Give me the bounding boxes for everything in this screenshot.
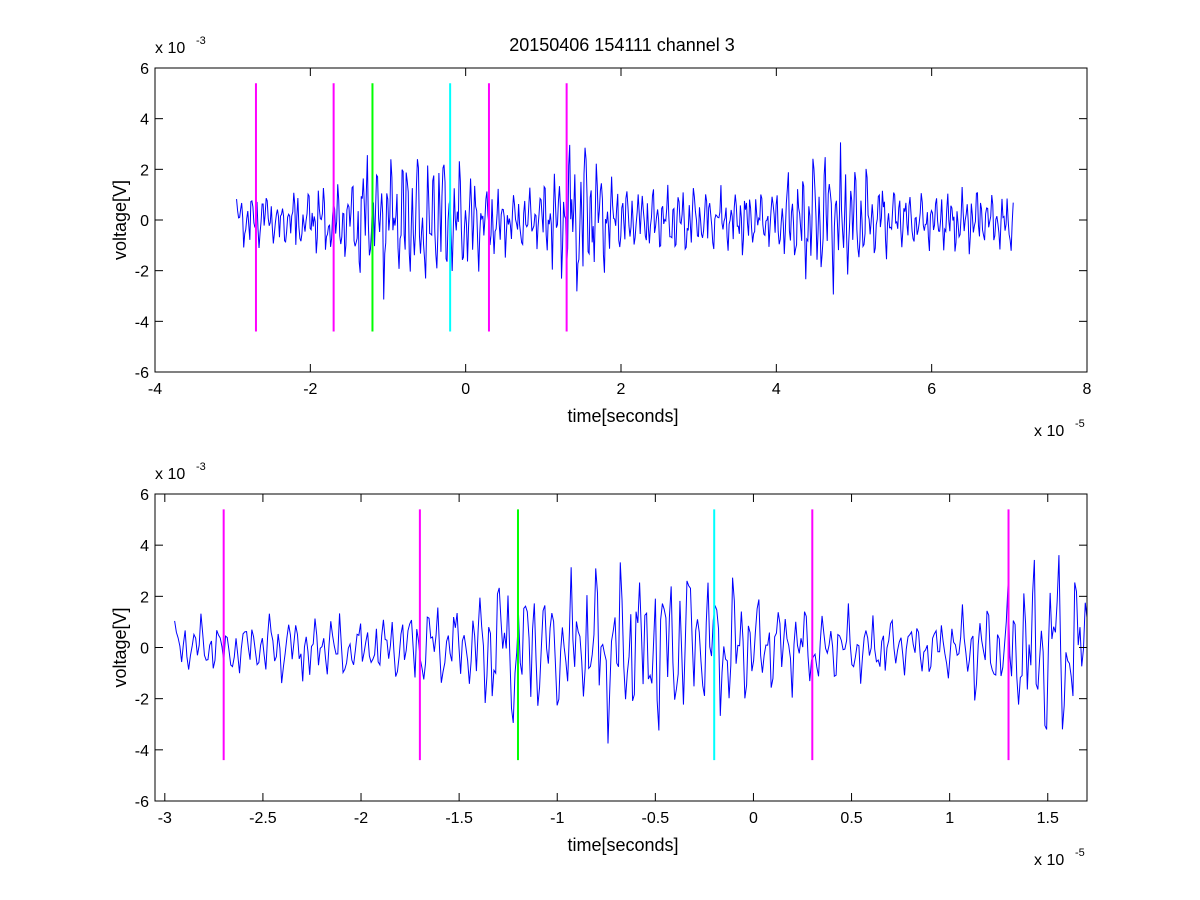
y-tick-label: 4 (140, 538, 149, 555)
x-tick-label: -4 (148, 381, 162, 398)
y-exponent-label: x 10 -3 (155, 35, 206, 57)
x-exponent-label: x 10 -5 (1034, 418, 1085, 440)
x-axis-label: time[seconds] (567, 835, 678, 855)
x-tick-label: -2.5 (249, 810, 277, 827)
x-tick-label: 0 (749, 810, 758, 827)
bottom-chart: -3 -2.5 -2 -1.5 -1 -0.5 0 0.5 1 1.5 -6 -4 -2 0 2 4 6 time… (110, 461, 1088, 869)
y-tick-label: -6 (135, 794, 149, 811)
y-tick-label: -2 (135, 692, 149, 709)
x-tick-label: 1 (945, 810, 954, 827)
x-exponent-power: -5 (1075, 847, 1085, 859)
y-tick-label: -6 (135, 365, 149, 382)
signal-trace (174, 555, 1088, 744)
y-axis-label: voltage[V] (110, 180, 130, 260)
y-tick-label: 0 (140, 213, 149, 230)
x-exponent-base: x 10 (1034, 852, 1064, 869)
x-tick-label: 6 (927, 381, 936, 398)
y-exponent-base: x 10 (155, 466, 185, 483)
x-exponent-label: x 10 -5 (1034, 847, 1085, 869)
y-tick-label: 0 (140, 641, 149, 658)
y-tick-label: -4 (135, 314, 149, 331)
x-tick-label: -2 (354, 810, 368, 827)
x-tick-label: -0.5 (642, 810, 670, 827)
x-tick-label: 4 (772, 381, 781, 398)
x-axis-label: time[seconds] (567, 406, 678, 426)
y-tick-label: -4 (135, 743, 149, 760)
y-exponent-power: -3 (196, 35, 206, 47)
chart-title: 20150406 154111 channel 3 (509, 35, 735, 55)
x-tick-label: -1.5 (445, 810, 473, 827)
y-tick-label: 4 (140, 112, 149, 129)
y-tick-label: 6 (140, 61, 149, 78)
y-tick-label: -2 (135, 264, 149, 281)
y-exponent-base: x 10 (155, 40, 185, 57)
y-tick-label: 6 (140, 487, 149, 504)
x-exponent-base: x 10 (1034, 423, 1064, 440)
y-tick-label: 2 (140, 589, 149, 606)
x-tick-label: -2 (303, 381, 317, 398)
x-tick-label: 0.5 (840, 810, 862, 827)
y-axis-label: voltage[V] (110, 607, 130, 687)
x-tick-label: 1.5 (1037, 810, 1059, 827)
plot-area (155, 494, 1087, 801)
top-chart: -4 -2 0 2 4 6 8-6-4-20246time[seconds]voltage[… (110, 35, 1092, 440)
y-exponent-label: x 10 -3 (155, 461, 206, 483)
x-exponent-power: -5 (1075, 418, 1085, 430)
y-tick-label: 2 (140, 162, 149, 179)
x-tick-label: 2 (617, 381, 626, 398)
y-exponent-power: -3 (196, 461, 206, 473)
x-tick-label: 0 (461, 381, 470, 398)
x-tick-label: -1 (550, 810, 564, 827)
x-tick-label: 8 (1083, 381, 1092, 398)
signal-trace (236, 142, 1014, 300)
x-tick-label: -3 (158, 810, 172, 827)
